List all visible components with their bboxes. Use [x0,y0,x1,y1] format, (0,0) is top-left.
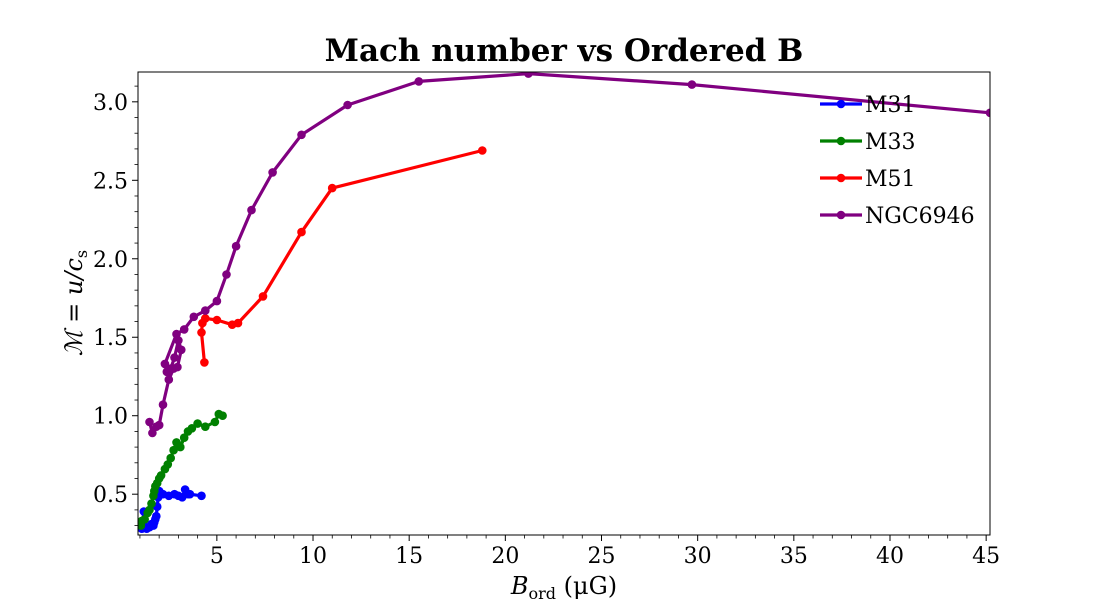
y-tick-label: 0.5 [93,483,128,508]
y-axis-label-main: ℳ = u/c [60,258,88,356]
data-point-NGC6946-3 [154,420,164,430]
data-point-NGC6946-5 [164,375,174,384]
x-tick-label: 45 [972,544,1000,569]
axes-frame [137,71,991,536]
data-point-NGC6946-10 [170,353,179,362]
legend-marker-M51 [836,173,846,183]
data-point-M33-22 [201,422,210,432]
axes-layer: 5 10 15 20 25 30 35 40 45 0.5 1.0 1.5 2.0 2.5 3.0 [93,71,1000,569]
y-axis-label: ℳ = u/cs [60,250,91,356]
legend-marker-M33 [836,136,846,146]
data-point-M33-14 [166,453,175,463]
legend-item-M51: M51 [820,167,916,192]
legend: M31 M33 M51 NGC6946 [820,93,975,229]
legend-item-NGC6946: NGC6946 [820,204,975,229]
data-point-M51-10 [478,146,487,155]
series-layer [138,72,990,533]
legend-item-M31: M31 [820,93,916,118]
data-point-NGC6946-27 [687,80,697,89]
data-point-NGC6946-13 [160,359,170,369]
legend-label-M31: M31 [865,93,916,118]
y-tick-label: 2.0 [93,248,128,273]
x-tick-label: 15 [395,544,423,569]
legend-marker-NGC6946 [836,210,846,220]
y-axis-label-sub: s [72,250,91,258]
series-line-NGC6946 [147,72,990,435]
data-point-NGC6946-19 [222,270,231,279]
data-point-NGC6946-12 [162,367,172,377]
series-NGC6946 [145,72,990,438]
data-point-NGC6946-7 [173,362,182,372]
data-point-NGC6946-4 [158,400,168,410]
data-point-NGC6946-21 [247,205,256,215]
x-tick-label: 35 [780,544,808,569]
x-axis-label-sub: ord [528,584,556,600]
data-point-M33-20 [187,424,197,433]
x-axis-label-rest: (μG) [556,572,617,600]
data-point-M51-3 [201,314,210,323]
data-point-M33-21 [193,419,202,428]
data-point-M51-6 [233,318,243,328]
legend-marker-M31 [836,99,846,109]
x-tick-label: 20 [491,544,519,569]
x-tick-label: 5 [210,544,224,569]
data-point-M31-8 [152,511,161,521]
series-M51 [197,146,487,367]
y-tick-label: 3.0 [93,91,128,116]
data-point-M51-8 [297,227,306,237]
data-point-NGC6946-26 [524,72,533,78]
y-tick-label: 2.5 [93,169,128,194]
data-point-M33-17 [176,442,185,452]
data-point-NGC6946-22 [268,168,277,177]
data-point-M33-5 [147,499,156,508]
data-point-NGC6946-0 [145,417,154,427]
data-point-M51-9 [327,183,337,193]
data-point-M31-19 [185,489,195,499]
x-tick-label: 10 [299,544,327,569]
data-point-NGC6946-1 [148,428,157,438]
chart-title: Mach number vs Ordered B [325,33,804,69]
data-point-NGC6946-14 [172,329,181,339]
data-point-NGC6946-16 [189,312,199,322]
data-point-NGC6946-15 [179,325,189,334]
x-axis-label-main: B [510,572,529,600]
y-tick-label: 1.5 [93,326,128,351]
data-point-M33-11 [156,471,166,480]
data-point-NGC6946-18 [212,296,222,306]
legend-label-M33: M33 [865,130,916,155]
data-point-NGC6946-28 [985,108,990,118]
data-point-NGC6946-25 [414,77,424,86]
x-tick-label: 25 [588,544,616,569]
data-point-NGC6946-20 [231,241,241,251]
series-line-M51 [199,148,484,364]
series-M33 [138,409,227,530]
data-point-NGC6946-24 [343,100,352,110]
x-axis-label: Bord (μG) [510,572,617,600]
data-point-NGC6946-17 [201,306,210,315]
legend-label-M51: M51 [865,167,916,192]
series-M31 [138,485,206,533]
x-tick-label: 40 [876,544,904,569]
data-point-M51-0 [200,358,209,367]
data-point-NGC6946-23 [297,130,306,140]
x-tick-label: 30 [684,544,712,569]
y-tick-label: 1.0 [93,405,128,430]
legend-item-M33: M33 [820,130,916,155]
data-point-M31-20 [197,491,206,501]
data-point-M33-23 [210,417,220,427]
legend-label-NGC6946: NGC6946 [865,204,975,229]
data-point-M51-7 [258,292,268,301]
data-point-M51-1 [197,328,206,337]
data-point-M33-15 [169,445,178,455]
data-point-M51-4 [212,315,222,325]
data-point-M33-25 [218,411,227,421]
data-point-NGC6946-8 [177,345,186,355]
data-point-M33-18 [179,433,189,443]
